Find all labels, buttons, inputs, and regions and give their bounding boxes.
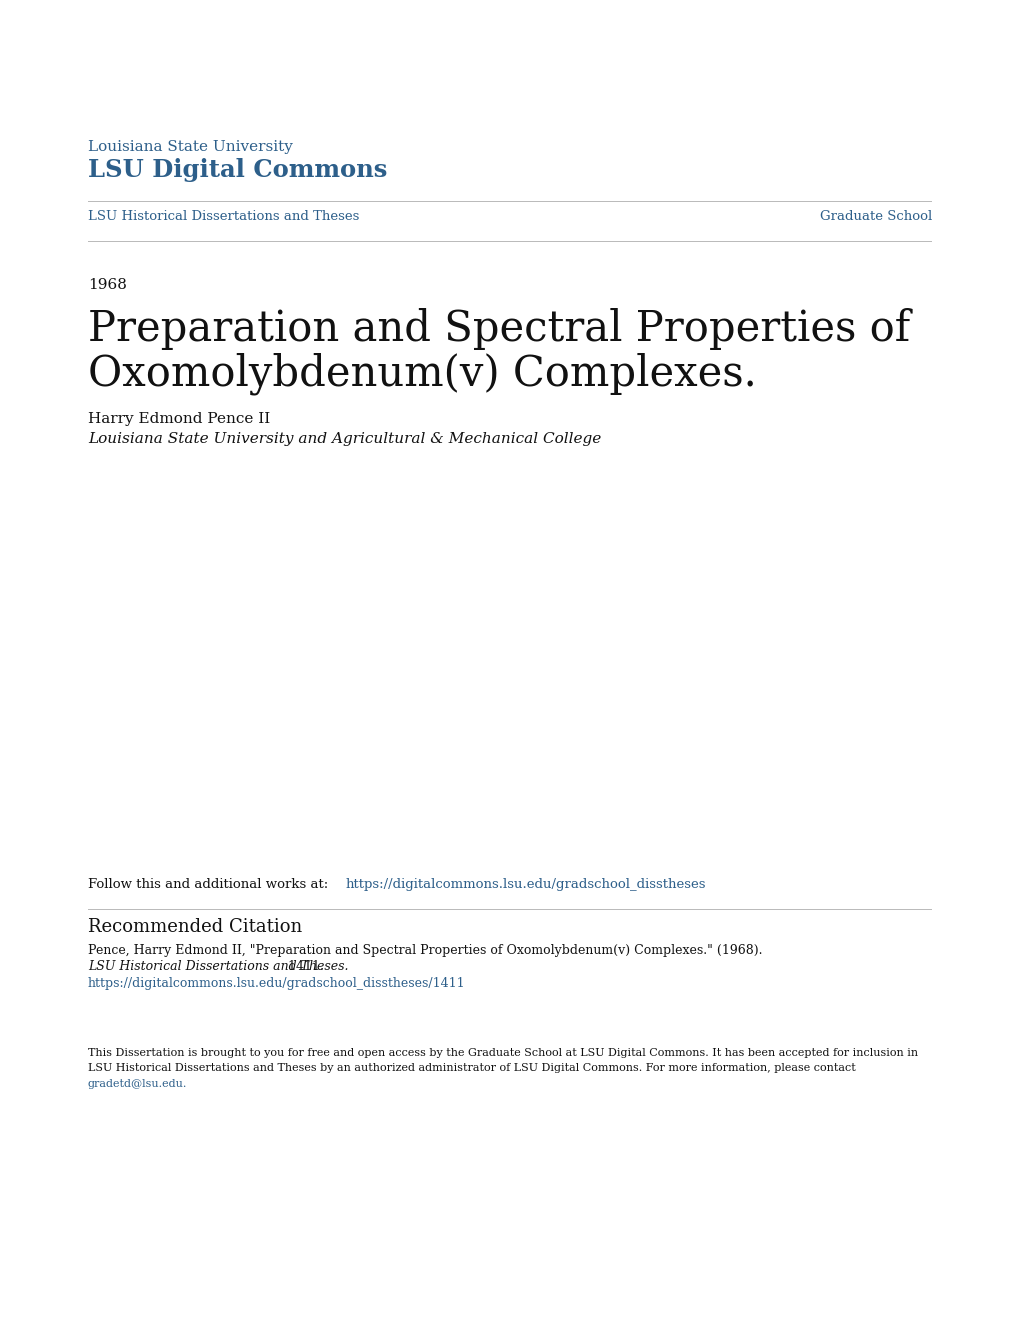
Text: 1968: 1968 [88,279,126,292]
Text: Recommended Citation: Recommended Citation [88,917,302,936]
Text: 1411.: 1411. [283,960,324,973]
Text: Louisiana State University and Agricultural & Mechanical College: Louisiana State University and Agricultu… [88,432,600,446]
Text: Louisiana State University: Louisiana State University [88,140,292,154]
Text: LSU Historical Dissertations and Theses by an authorized administrator of LSU Di: LSU Historical Dissertations and Theses … [88,1063,855,1073]
Text: Graduate School: Graduate School [819,210,931,223]
Text: gradetd@lsu.edu.: gradetd@lsu.edu. [88,1078,187,1089]
Text: Pence, Harry Edmond II, "Preparation and Spectral Properties of Oxomolybdenum(v): Pence, Harry Edmond II, "Preparation and… [88,944,762,957]
Text: Follow this and additional works at:: Follow this and additional works at: [88,878,332,891]
Text: https://digitalcommons.lsu.edu/gradschool_disstheses: https://digitalcommons.lsu.edu/gradschoo… [345,878,706,891]
Text: https://digitalcommons.lsu.edu/gradschool_disstheses/1411: https://digitalcommons.lsu.edu/gradschoo… [88,977,465,990]
Text: Oxomolybdenum(v) Complexes.: Oxomolybdenum(v) Complexes. [88,352,756,395]
Text: This Dissertation is brought to you for free and open access by the Graduate Sch: This Dissertation is brought to you for … [88,1048,917,1059]
Text: LSU Digital Commons: LSU Digital Commons [88,158,387,182]
Text: LSU Historical Dissertations and Theses.: LSU Historical Dissertations and Theses. [88,960,348,973]
Text: Harry Edmond Pence II: Harry Edmond Pence II [88,412,270,426]
Text: Preparation and Spectral Properties of: Preparation and Spectral Properties of [88,308,909,350]
Text: LSU Historical Dissertations and Theses: LSU Historical Dissertations and Theses [88,210,359,223]
